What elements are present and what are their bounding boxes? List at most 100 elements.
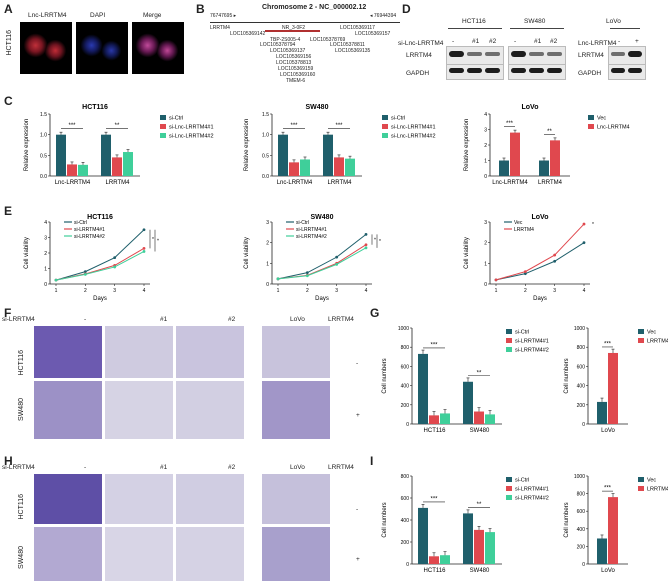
legend-label: si-Ctrl [169,116,183,122]
h-col-3: #2 [228,464,236,471]
y-tick-label: 400 [577,527,586,533]
legend-swatch [506,338,512,343]
f-col-1: - [84,316,87,323]
bar [510,132,520,176]
bar [278,134,288,176]
panel-letter-c: C [4,94,13,108]
d-lane-1: - [452,38,455,45]
series-line [495,242,585,281]
y-tick-label: 0.0 [262,174,269,180]
bar [499,160,509,176]
gene-label-4: LOC105369117 [340,25,375,31]
legend-label: Vec [597,116,606,122]
x-tick-label: Lnc-LRRTM4 [277,180,313,186]
data-point [582,241,586,245]
y-tick-label: 2 [266,241,269,247]
h-img-sw480-ctrl [34,527,102,581]
x-tick-label: SW480 [470,568,490,574]
label-lnc-lrrtm4: Lnc-LRRTM4 [28,12,67,19]
series-line [55,229,145,281]
bar [67,164,77,176]
y-tick-label: 0 [406,562,409,568]
legend-label: si-LRRTM4#1 [515,339,549,345]
micrograph-dapi [76,22,128,74]
y-tick-label: 3 [266,220,269,226]
bar [429,556,439,564]
f-img-lovo-lrrtm4 [262,381,330,439]
x-tick-label: 1 [55,288,58,294]
gene-label-6: TBP-2S005-4 [270,37,301,43]
f-col-lrrtm4: LRRTM4 [328,316,354,323]
legend-swatch [382,115,388,120]
x-tick-label: 3 [335,288,338,294]
band [449,51,464,57]
chart-g-groups: Cell numbers 0 200 400 600 800 1000 si-Ctrl si-L… [382,326,549,434]
y-tick-label: 1 [484,159,487,165]
y-tick-label: 1000 [398,326,409,332]
x-tick-label: 3 [553,288,556,294]
legend-swatch [160,124,166,129]
legend-label: si-Ctrl [296,220,309,226]
y-tick-label: 800 [577,345,586,351]
chromosome-map: Chromosome 2 - NC_000002.12 76747695 ▸ ◂… [210,4,400,88]
bar [485,532,495,564]
chart-title: LoVo [522,104,539,111]
bar [597,401,607,424]
data-point [494,278,498,282]
f-img-sw480-2 [176,381,244,439]
significance-label: ** [115,123,120,129]
d-line-sw480 [510,28,564,29]
h-img-lovo-vec [262,474,330,524]
y-tick-label: 800 [401,345,410,351]
data-point [305,274,309,278]
band [547,52,562,56]
d-lnc-label: Lnc-LRRTM4 [578,40,617,47]
y-tick-label: 800 [401,474,410,480]
y-axis-label: Cell numbers [382,358,388,393]
x-tick-label: 4 [583,288,586,294]
series-line [55,251,145,281]
legend-swatch [382,124,388,129]
legend-label: Vec [647,330,656,336]
band [485,52,500,56]
legend-swatch [382,133,388,138]
data-point [553,259,557,263]
d-row-gapdh-right: GAPDH [578,70,602,77]
h-img-hct116-ctrl [34,474,102,524]
data-point [364,246,368,250]
h-row-hct116: HCT116 [18,494,25,520]
band [511,68,526,73]
y-tick-label: 4 [44,220,47,226]
bar [463,381,473,424]
x-tick-label: LRRTM4 [538,180,563,186]
x-tick-label: LRRTM4 [328,180,353,186]
y-tick-label: 1.5 [40,112,47,118]
y-tick-label: 0 [484,174,487,180]
panel-letter-h: H [4,454,13,468]
legend-swatch [160,115,166,120]
d-row-lrrtm4-left: LRRTM4 [406,52,432,59]
d-group-sw480: SW480 [524,18,546,25]
f-row-hct116: HCT116 [18,350,25,376]
x-tick-label: HCT116 [424,568,447,574]
bar [474,411,484,424]
data-point [54,278,58,282]
y-axis-label: Relative expression [24,119,30,171]
y-tick-label: 0 [582,422,585,428]
bar [418,507,428,564]
bar [429,415,439,424]
d-lane-6: #2 [550,38,558,45]
h-col-1: - [84,464,87,471]
x-tick-label: 1 [495,288,498,294]
chart-c-lovo: LoVo Relative expression 0 1 2 3 4 Vec Lnc-LRRTM… [464,104,630,186]
significance-label: *** [68,123,76,129]
f-img-hct116-ctrl [34,326,102,378]
f-row-sw480: SW480 [18,398,25,421]
x-tick-label: SW480 [470,428,490,434]
legend-swatch [638,477,644,482]
legend-label: Vec [514,220,523,226]
y-tick-label: 2 [484,241,487,247]
h-img-sw480-2 [176,527,244,581]
panel-letter-b: B [196,2,205,16]
